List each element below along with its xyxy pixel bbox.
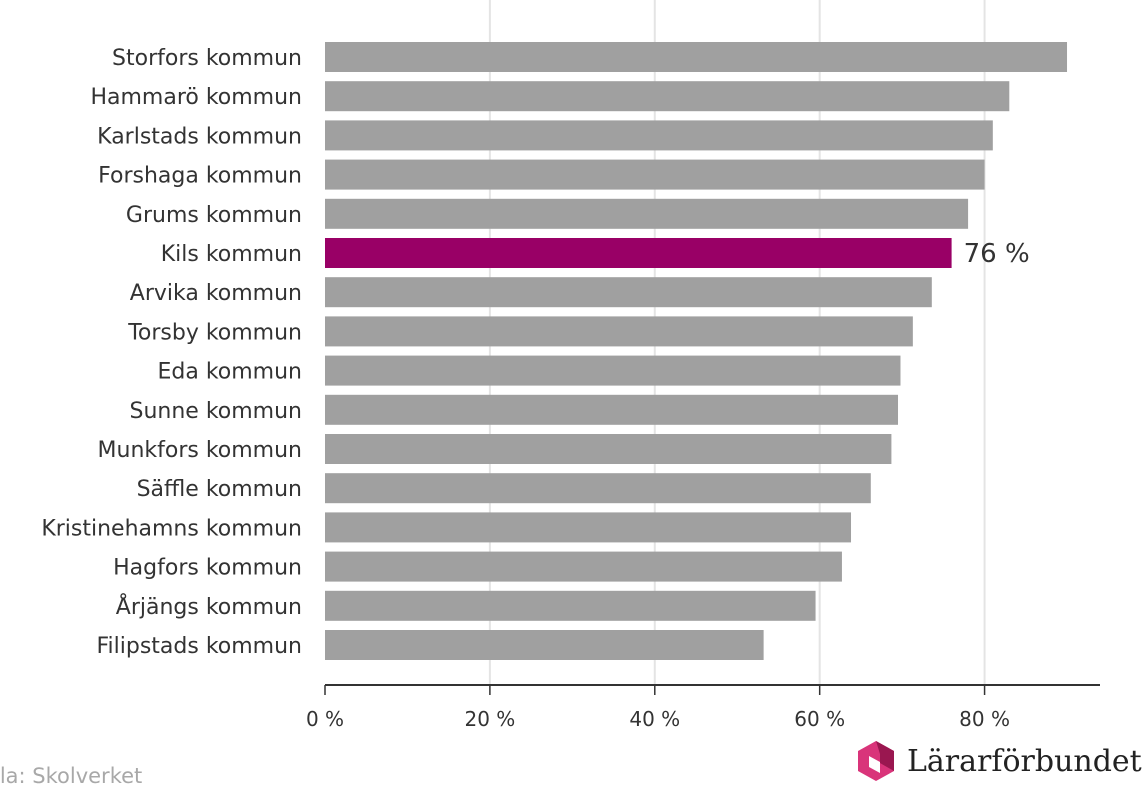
bar [325, 512, 852, 543]
category-label: Munkfors kommun [98, 438, 302, 463]
bar [325, 81, 1010, 112]
x-tick-label: 0 % [306, 707, 344, 731]
bar [325, 238, 952, 268]
bar [325, 630, 764, 660]
category-label: Torsby kommun [127, 320, 302, 345]
bar [325, 120, 993, 151]
bar [325, 355, 901, 386]
bar [325, 590, 816, 621]
category-label: Säffle kommun [137, 477, 302, 502]
source-note: lla: Skolverket [0, 764, 143, 788]
category-label: Karlstads kommun [97, 124, 302, 149]
bar [325, 394, 899, 425]
category-label: Kristinehamns kommun [41, 516, 302, 541]
category-label: Hammarö kommun [90, 85, 302, 110]
bar [325, 198, 969, 229]
lararforbundet-logo-icon [858, 741, 894, 781]
category-label: Årjängs kommun [116, 593, 302, 620]
bar [325, 316, 913, 347]
brand: Lärarförbundet [857, 738, 1142, 784]
bar [325, 159, 985, 190]
category-label: Sunne kommun [130, 399, 303, 424]
category-labels: Storfors kommun Hammarö kommun Karlstads k… [41, 46, 302, 659]
category-label: Arvika kommun [130, 281, 302, 306]
category-label: Eda kommun [157, 360, 302, 385]
x-tick-label: 20 % [464, 707, 515, 731]
category-label: Hagfors kommun [113, 556, 302, 581]
category-label: Forshaga kommun [98, 164, 302, 189]
data-label: 76 % [964, 239, 1030, 269]
x-axis [324, 684, 1100, 695]
x-tick-labels: 0 % 20 % 40 % 60 % 80 % [306, 707, 1010, 731]
category-label: Kils kommun [161, 242, 302, 267]
category-label: Grums kommun [126, 203, 302, 228]
x-tick-label: 60 % [794, 707, 845, 731]
category-label: Storfors kommun [112, 46, 302, 71]
category-label: Filipstads kommun [96, 634, 302, 659]
brand-name: Lärarförbundet [907, 743, 1142, 779]
data-labels: 76 % [964, 239, 1030, 269]
bar [325, 473, 871, 504]
x-tick-label: 80 % [959, 707, 1010, 731]
bar [325, 551, 842, 582]
bar [325, 42, 1068, 72]
bar [325, 277, 932, 308]
bar [325, 434, 892, 464]
bars [325, 42, 1068, 660]
x-tick-label: 40 % [629, 707, 680, 731]
